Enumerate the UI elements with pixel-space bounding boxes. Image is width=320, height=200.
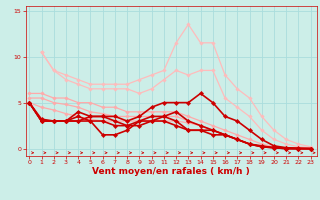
X-axis label: Vent moyen/en rafales ( km/h ): Vent moyen/en rafales ( km/h )	[92, 167, 250, 176]
